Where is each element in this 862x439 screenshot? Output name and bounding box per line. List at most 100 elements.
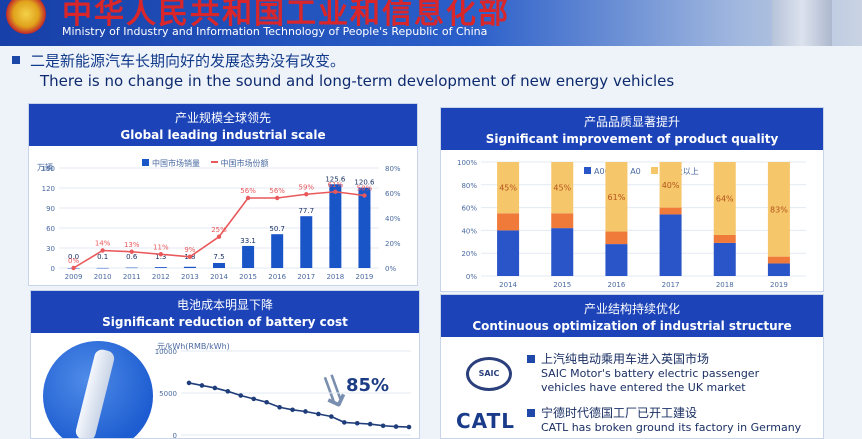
cost-line bbox=[188, 382, 410, 428]
y-tick-label: 60 bbox=[46, 225, 55, 233]
x-tick-label: 2011 bbox=[123, 273, 141, 281]
share-point bbox=[304, 192, 309, 197]
panel-banner: 电池成本明显下降 Significant reduction of batter… bbox=[31, 291, 419, 333]
bullet-icon bbox=[527, 409, 535, 417]
segment-a-plus bbox=[767, 162, 790, 257]
cost-point bbox=[290, 407, 295, 413]
sales-value-label: 125.6 bbox=[325, 175, 346, 183]
y-tick-label: 40% bbox=[461, 227, 477, 235]
national-emblem-icon bbox=[6, 0, 46, 34]
share-value-label: 58% bbox=[357, 185, 373, 193]
cost-point bbox=[199, 383, 205, 388]
panel-title-en: Continuous optimization of industrial st… bbox=[472, 319, 792, 333]
share-point bbox=[129, 249, 134, 254]
panel-banner: 产业结构持续优化 Continuous optimization of indu… bbox=[441, 295, 823, 337]
cost-point bbox=[251, 396, 257, 402]
y-tick-label: 0% bbox=[466, 273, 477, 281]
segment-value-label: 45% bbox=[553, 184, 571, 193]
x-tick-label: 2019 bbox=[356, 273, 374, 281]
y2-tick-label: 40% bbox=[385, 215, 401, 223]
cost-point bbox=[212, 385, 218, 391]
pillar-decoration bbox=[772, 0, 832, 46]
panel-title-en: Significant reduction of battery cost bbox=[102, 315, 348, 329]
news-item-catl: 宁德时代德国工厂已开工建设 CATL has broken ground its… bbox=[527, 404, 801, 435]
panel-title-cn: 电池成本明显下降 bbox=[176, 298, 273, 312]
share-value-label: 61% bbox=[328, 181, 344, 189]
x-tick-label: 2018 bbox=[326, 273, 344, 281]
sales-bar bbox=[300, 216, 313, 268]
panel-product-quality: 产品品质显著提升 Significant improvement of prod… bbox=[440, 107, 824, 292]
x-tick-label: 2014 bbox=[499, 281, 517, 289]
x-tick-label: 2014 bbox=[210, 273, 228, 281]
bullet-icon bbox=[527, 355, 535, 363]
cost-point bbox=[186, 380, 192, 386]
sales-bar bbox=[329, 184, 342, 268]
x-tick-label: 2012 bbox=[152, 273, 170, 281]
segment-a-plus bbox=[605, 162, 628, 232]
sales-value-label: 77.7 bbox=[298, 207, 314, 215]
share-value-label: 11% bbox=[153, 243, 169, 251]
share-value-label: 14% bbox=[95, 240, 111, 248]
share-point bbox=[362, 193, 367, 198]
sales-value-label: 0.1 bbox=[97, 253, 108, 261]
legend-swatch-a00 bbox=[584, 167, 591, 174]
segment-a0 bbox=[659, 207, 682, 215]
unit-label: 元/kWh(RMB/kWh) bbox=[157, 342, 230, 351]
sales-value-label: 120.6 bbox=[354, 179, 375, 187]
panel-industrial-structure: 产业结构持续优化 Continuous optimization of indu… bbox=[440, 294, 824, 439]
x-tick-label: 2017 bbox=[662, 281, 680, 289]
cost-point bbox=[264, 399, 269, 405]
headline-cn: 二是新能源汽车长期向好的发展态势没有改变。 bbox=[12, 50, 345, 71]
legend-label-bar: 中国市场销量 bbox=[152, 159, 200, 168]
x-tick-label: 2019 bbox=[770, 281, 788, 289]
share-point bbox=[333, 189, 338, 194]
sales-bar bbox=[358, 187, 371, 268]
legend-label-line: 中国市场份额 bbox=[220, 159, 269, 168]
sales-value-label: 7.5 bbox=[213, 253, 224, 261]
y-tick-label: 0 bbox=[51, 265, 55, 273]
panel-banner: 产品品质显著提升 Significant improvement of prod… bbox=[441, 108, 823, 150]
segment-value-label: 45% bbox=[499, 184, 517, 193]
y2-tick-label: 80% bbox=[385, 165, 401, 173]
segment-a0 bbox=[605, 231, 628, 245]
y-tick-label: 100% bbox=[457, 159, 477, 167]
share-point bbox=[71, 265, 76, 271]
news-item-en-line1: SAIC Motor's battery electric passenger bbox=[541, 367, 760, 380]
legend-swatch-a-plus bbox=[651, 167, 659, 174]
news-item-en-line2: vehicles have entered the UK market bbox=[541, 381, 746, 394]
segment-a0 bbox=[551, 213, 574, 229]
legend-swatch-bar bbox=[142, 159, 149, 166]
segment-a00 bbox=[551, 228, 574, 276]
cost-point bbox=[316, 411, 321, 417]
cost-point bbox=[406, 424, 412, 430]
segment-a00 bbox=[605, 244, 628, 276]
y-tick-label: 80% bbox=[461, 182, 477, 190]
bullet-icon bbox=[12, 56, 20, 64]
sales-value-label: 0.6 bbox=[126, 253, 138, 261]
segment-a00 bbox=[767, 263, 790, 276]
saic-logo: SAIC bbox=[466, 357, 512, 391]
share-point bbox=[158, 252, 164, 257]
ministry-header: 中华人民共和国工业和信息化部 Ministry of Industry and … bbox=[0, 0, 862, 46]
sales-bar bbox=[271, 234, 284, 268]
sales-value-label: 33.1 bbox=[240, 237, 256, 245]
unit-label: 万辆 bbox=[37, 163, 53, 172]
segment-a-plus bbox=[659, 162, 682, 208]
y2-tick-label: 60% bbox=[385, 190, 401, 198]
ministry-title-en: Ministry of Industry and Information Tec… bbox=[62, 25, 488, 38]
sales-value-label: 1.3 bbox=[155, 253, 166, 261]
panel-title-cn: 产业结构持续优化 bbox=[583, 302, 680, 316]
news-item-saic: 上汽纯电动乘用车进入英国市场 SAIC Motor's battery elec… bbox=[527, 350, 759, 395]
segment-a0 bbox=[497, 213, 520, 231]
x-tick-label: 2015 bbox=[239, 273, 257, 281]
ministry-title-cn: 中华人民共和国工业和信息化部 bbox=[62, 0, 510, 31]
y-tick-label: 10000 bbox=[155, 348, 177, 356]
share-value-label: 25% bbox=[211, 226, 227, 234]
panel-banner: 产业规模全球领先 Global leading industrial scale bbox=[29, 104, 417, 146]
sales-share-chart: 0 30 60 90 120 150 0% 20% 40% 60% 80% 0.0 2009 0.1 201… bbox=[42, 165, 401, 281]
sales-bar bbox=[96, 267, 109, 269]
legend-label-a00: A00 bbox=[594, 167, 610, 176]
sales-value-label: 0.0 bbox=[68, 253, 79, 261]
segment-value-label: 40% bbox=[662, 181, 680, 190]
x-tick-label: 2015 bbox=[553, 281, 571, 289]
